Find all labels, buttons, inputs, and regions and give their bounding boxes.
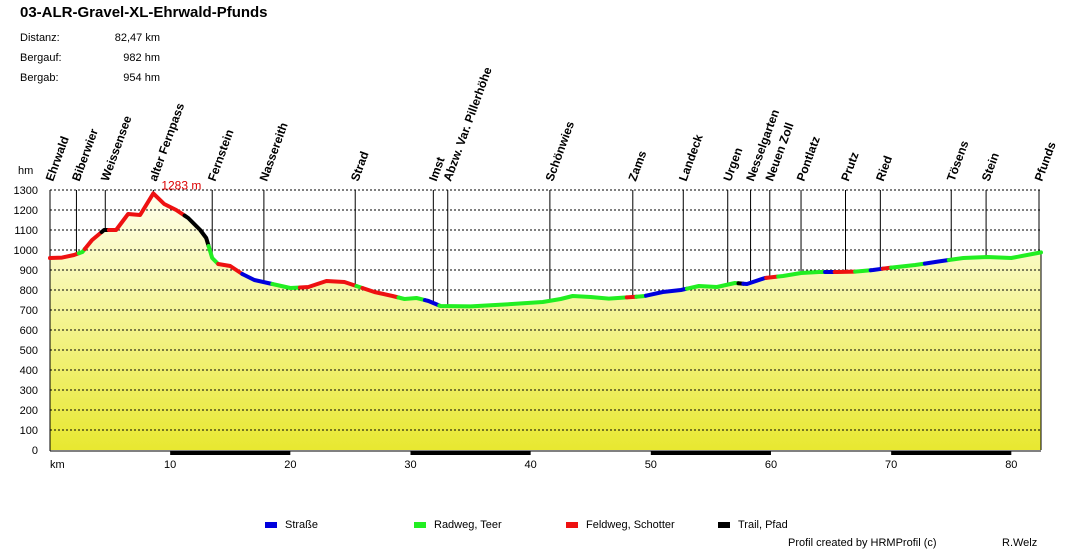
- y-tick-label: 900: [20, 265, 38, 277]
- waypoint-label: Zams: [625, 148, 649, 183]
- profile-segment-feldweg: [48, 251, 81, 260]
- profile-segment-feldweg: [82, 230, 104, 251]
- waypoint-label: Ehrwald: [43, 134, 72, 183]
- stat-ascent-value: 982 hm: [123, 52, 160, 64]
- legend-label: Radweg, Teer: [434, 519, 502, 531]
- x-tick-label: 20: [284, 459, 296, 471]
- profile-segment-strasse: [422, 298, 442, 308]
- y-tick-label: 500: [20, 345, 38, 357]
- profile-segment-strasse: [240, 272, 275, 286]
- x-tick-label: 50: [645, 459, 657, 471]
- x-tick-label: 70: [885, 459, 897, 471]
- waypoint-label: Urgen: [720, 146, 745, 183]
- x-tick-label: 40: [525, 459, 537, 471]
- waypoint-label: Ried: [873, 154, 895, 183]
- footer-credit: Profil created by HRMProfil (c): [788, 537, 937, 549]
- waypoint-label: Prutz: [838, 150, 861, 183]
- x-axis-band: [170, 451, 291, 455]
- legend-swatch: [718, 522, 730, 528]
- waypoint-label: Tösens: [944, 138, 972, 183]
- legend-label: Feldweg, Schotter: [586, 519, 675, 531]
- profile-segment-radweg: [270, 282, 302, 290]
- elevation-area: [50, 193, 1041, 450]
- y-axis-label: hm: [18, 165, 33, 177]
- legend-item-radweg: Radweg, Teer: [414, 519, 502, 531]
- profile-segment-radweg: [396, 295, 427, 303]
- y-tick-label: 300: [20, 385, 38, 397]
- legend-item-strasse: Straße: [265, 519, 318, 531]
- waypoint-label: Pontlatz: [794, 134, 823, 183]
- profile-segment-feldweg: [297, 279, 359, 290]
- legend-item-trail: Trail, Pfad: [718, 519, 788, 531]
- profile-line: [48, 191, 1043, 309]
- x-axis-band: [650, 451, 771, 455]
- waypoint-label: Fernstein: [205, 127, 237, 183]
- elevation-profile-chart: 0 100 200 300 400 500 600 700 800 900 1000 1100 1200…: [14, 65, 1059, 471]
- legend-swatch: [566, 522, 578, 528]
- profile-segment-radweg: [684, 281, 741, 291]
- profile-segment-radweg: [437, 294, 629, 309]
- profile-segment-strasse: [644, 286, 689, 298]
- profile-segment-feldweg: [216, 262, 245, 276]
- y-tick-label: 1100: [14, 225, 38, 237]
- x-tick-label: 10: [164, 459, 176, 471]
- legend-label: Trail, Pfad: [738, 519, 788, 531]
- profile-segment-radweg: [206, 244, 221, 266]
- x-axis-band: [410, 451, 531, 455]
- stat-ascent-label: Bergauf:: [20, 52, 62, 64]
- stat-descent-label: Bergab:: [20, 72, 59, 84]
- y-tick-label: 400: [20, 365, 38, 377]
- y-tick-label: 1200: [14, 205, 38, 217]
- page-title: 03-ALR-Gravel-XL-Ehrwald-Pfunds: [20, 4, 268, 21]
- profile-segment-radweg: [776, 270, 828, 279]
- stat-distance-label: Distanz:: [20, 32, 60, 44]
- legend-label: Straße: [285, 519, 319, 531]
- profile-segment-feldweg: [106, 191, 187, 232]
- waypoint-label: Stein: [979, 151, 1002, 183]
- x-axis-band: [891, 451, 1012, 455]
- profile-segment-radweg: [853, 268, 873, 274]
- x-tick-label: 60: [765, 459, 777, 471]
- waypoint-label: Landeck: [676, 132, 706, 183]
- x-tick-label: 30: [404, 459, 416, 471]
- waypoint-label: Biberwier: [69, 127, 101, 183]
- x-tick-label: 80: [1005, 459, 1017, 471]
- x-axis-label: km: [50, 459, 65, 471]
- y-tick-label: 800: [20, 285, 38, 297]
- y-tick-label: 200: [20, 405, 38, 417]
- y-tick-label: 1300: [14, 185, 38, 197]
- waypoint-label: Schönwies: [543, 119, 578, 183]
- waypoint-label: Pfunds: [1032, 140, 1059, 183]
- legend-item-feldweg: Feldweg, Schotter: [566, 519, 675, 531]
- stat-distance-value: 82,47 km: [114, 32, 160, 44]
- profile-segment-strasse: [922, 258, 951, 266]
- max-elevation-label: 1283 m: [161, 178, 201, 192]
- waypoint-label: alter Fernpass: [146, 101, 187, 183]
- chart-axes: [49, 190, 1042, 455]
- stat-descent-value: 954 hm: [123, 72, 160, 84]
- profile-segment-feldweg: [764, 274, 781, 280]
- profile-segment-radweg: [946, 250, 1043, 262]
- profile-segment-strasse: [868, 266, 885, 273]
- waypoint-label: Weissensee: [98, 114, 135, 183]
- legend-swatch: [414, 522, 426, 528]
- waypoint-label: Abzw. Var. Pillerhöhe: [440, 65, 494, 183]
- profile-segment-trail: [182, 213, 211, 248]
- legend-swatch: [265, 522, 277, 528]
- y-tick-label: 600: [20, 325, 38, 337]
- footer-author: R.Welz: [1002, 537, 1038, 549]
- profile-segment-radweg: [889, 261, 927, 270]
- y-tick-label: 700: [20, 305, 38, 317]
- waypoint-label: Strad: [348, 149, 372, 183]
- y-tick-label: 100: [20, 425, 38, 437]
- profile-segment-feldweg: [360, 286, 401, 300]
- y-tick-label: 0: [32, 445, 38, 457]
- y-tick-label: 1000: [14, 245, 38, 257]
- waypoint-label: Nassereith: [257, 121, 291, 183]
- tick-labels: 0 100 200 300 400 500 600 700 800 900 1000 1100 1200…: [14, 165, 1018, 471]
